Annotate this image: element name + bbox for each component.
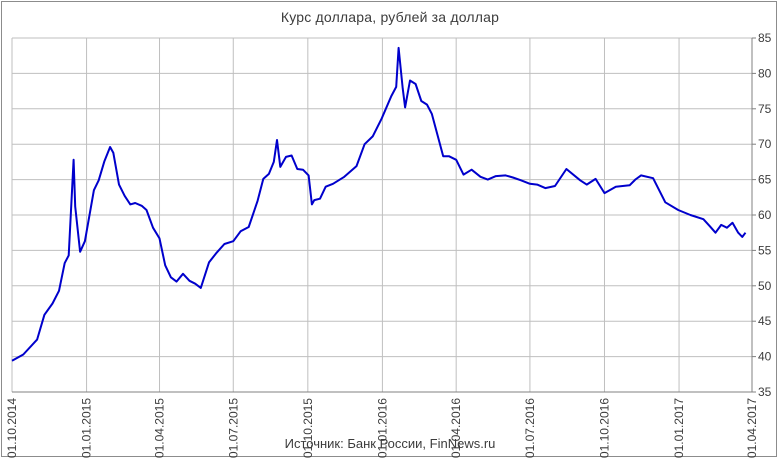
- x-tick-label: 01.01.2015: [80, 398, 94, 458]
- chart-title: Курс доллара, рублей за доллар: [280, 9, 500, 25]
- y-tick-label: 35: [758, 385, 772, 399]
- source-note: Источник: Банк России, FinNews.ru: [284, 436, 496, 451]
- y-tick-label: 45: [758, 314, 772, 328]
- y-tick-label: 40: [758, 350, 772, 364]
- x-axis-labels: 01.10.2014 01.01.2015 01.04.2015 01.07.2015…: [5, 398, 759, 458]
- y-tick-label: 55: [758, 243, 772, 257]
- axes: [12, 37, 756, 393]
- x-tick-label: 01.07.2016: [523, 398, 537, 458]
- x-tick-label: 01.10.2014: [5, 398, 19, 458]
- x-tick-label: 01.04.2015: [153, 398, 167, 458]
- x-tick-label: 01.04.2017: [745, 398, 759, 458]
- y-tick-label: 85: [758, 31, 772, 45]
- x-tick-label: 01.07.2015: [226, 398, 240, 458]
- y-tick-label: 75: [758, 102, 772, 116]
- series-layer: [11, 46, 747, 362]
- x-tick-label: 01.04.2016: [449, 398, 463, 458]
- x-tick-label: 01.10.2015: [301, 398, 315, 458]
- y-tick-label: 50: [758, 279, 772, 293]
- y-tick-label: 80: [758, 66, 772, 80]
- x-tick-label: 01.10.2016: [597, 398, 611, 458]
- y-axis-labels: 35 40 45 50 55 60 65 70 75 80 85: [758, 31, 772, 399]
- series-line: [11, 46, 747, 362]
- y-tick-label: 60: [758, 208, 772, 222]
- y-tick-label: 70: [758, 137, 772, 151]
- x-tick-label: 01.01.2017: [672, 398, 686, 458]
- x-tick-label: 01.01.2016: [375, 398, 389, 458]
- y-tick-label: 65: [758, 173, 772, 187]
- gridlines: [11, 37, 753, 393]
